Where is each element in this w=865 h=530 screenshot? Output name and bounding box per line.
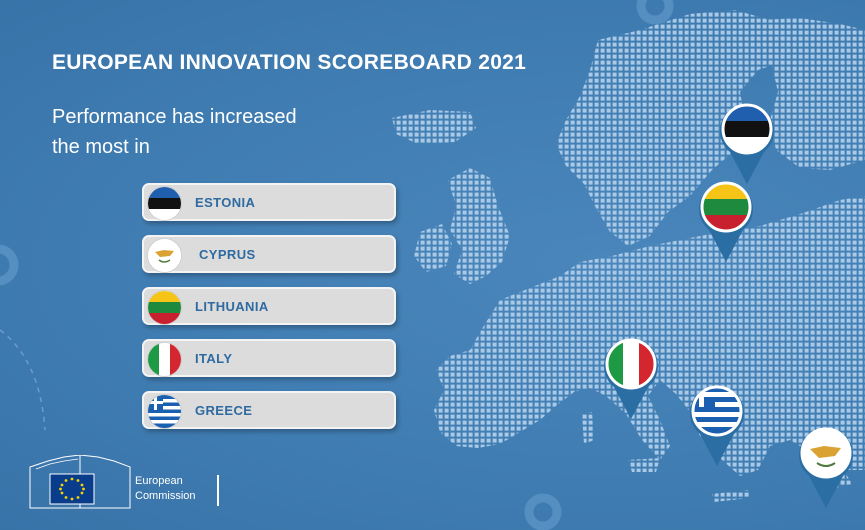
country-name: GREECE <box>195 403 253 418</box>
cyprus-map-pin-icon <box>799 427 853 508</box>
logo-line-2: Commission <box>135 490 196 502</box>
country-item-estonia: ESTONIA <box>142 183 396 221</box>
italy-map-pin-icon <box>604 338 658 419</box>
subtitle-line-2: the most in <box>52 136 150 158</box>
country-name: CYPRUS <box>199 247 256 262</box>
country-item-cyprus: CYPRUS <box>142 235 396 273</box>
country-item-italy: ITALY <box>142 339 396 377</box>
country-item-lithuania: LITHUANIA <box>142 287 396 325</box>
greece-flag-icon <box>147 394 182 429</box>
logo-line-1: European <box>135 475 183 487</box>
lithuania-map-pin-icon <box>699 181 753 262</box>
country-item-greece: GREECE <box>142 391 396 429</box>
page-title: EUROPEAN INNOVATION SCOREBOARD 2021 <box>52 51 527 74</box>
european-commission-label: European Commission <box>135 474 196 504</box>
logo-divider <box>217 475 219 506</box>
country-name: LITHUANIA <box>195 299 269 314</box>
greece-map-pin-icon <box>690 385 744 466</box>
gear-icon <box>0 0 674 530</box>
page-subtitle: Performance has increased the most in <box>52 102 352 162</box>
european-commission-logo-icon <box>29 455 131 509</box>
country-name: ESTONIA <box>195 195 256 210</box>
country-name: ITALY <box>195 351 233 366</box>
estonia-map-pin-icon <box>720 103 774 184</box>
subtitle-line-1: Performance has increased <box>52 106 297 128</box>
cyprus-flag-icon <box>147 238 182 273</box>
lithuania-flag-icon <box>147 290 182 325</box>
estonia-flag-icon <box>147 186 182 221</box>
italy-flag-icon <box>147 342 182 377</box>
